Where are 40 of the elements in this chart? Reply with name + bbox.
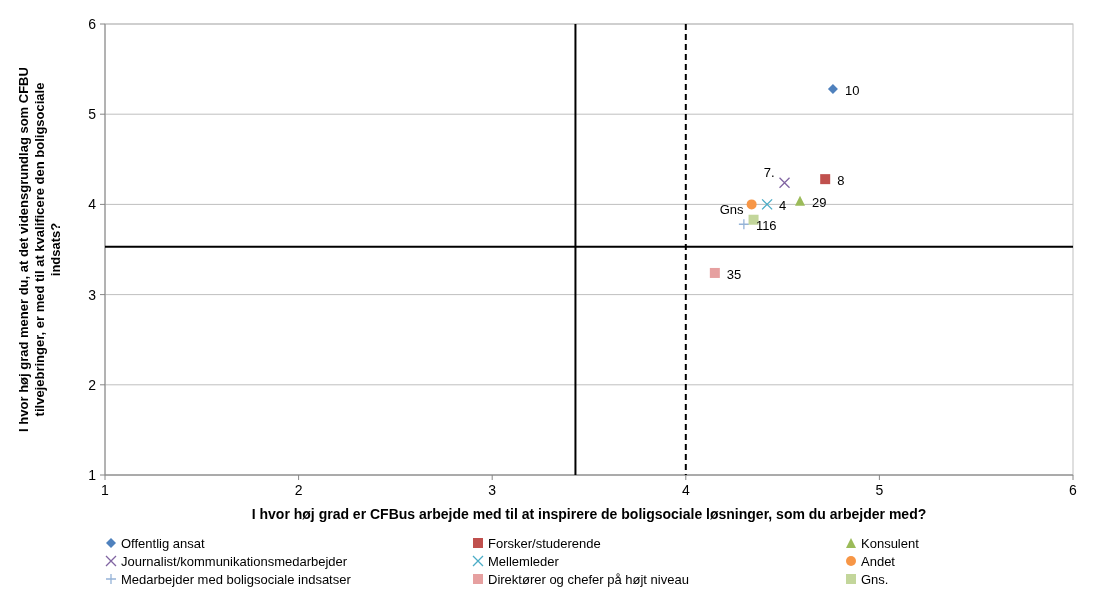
x-axis-title: I hvor høj grad er CFBus arbejde med til at inspirere de boligsociale løsninger, som du arbejder med? [251, 506, 927, 522]
legend-label: Direktører og chefer på højt niveau [488, 571, 689, 587]
annotation: 7. [763, 164, 775, 180]
x-tick-label: 3 [488, 482, 497, 498]
x-tick-label: 6 [1069, 482, 1078, 498]
y-tick-label: 2 [88, 376, 97, 393]
legend-label: Mellemleder [488, 553, 560, 569]
y-tick-label: 1 [88, 466, 97, 483]
y-tick-label: 6 [88, 15, 97, 32]
x-tick-label: 4 [681, 482, 690, 498]
point [761, 198, 773, 211]
annotation: Gns [719, 201, 745, 217]
annotation: 8 [837, 173, 845, 189]
y-tick-label: 3 [88, 286, 97, 303]
point [748, 214, 759, 225]
point [827, 83, 838, 94]
y-tick-label: 5 [88, 106, 97, 123]
point [746, 199, 757, 210]
point [820, 174, 831, 185]
annotation: 29 [812, 194, 827, 210]
point [795, 195, 806, 206]
point [738, 218, 750, 230]
legend-label: Medarbejder med boligsociale indsatser [121, 571, 352, 587]
point [778, 177, 791, 189]
annotation: 4 [779, 198, 787, 214]
legend-label: Journalist/kommunikationsmedarbejder [121, 553, 348, 569]
legend-label: Offentlig ansat [121, 535, 205, 551]
annotation: 35 [726, 266, 742, 282]
legend-label: Andet [861, 553, 896, 569]
annotation: 116 [755, 218, 777, 234]
y-axis-title: I hvor høj grad mener du, at det vidensgrundlag som CFBU tilvejebringer, er med til at kvalificere den boligsociale indsats? [16, 67, 63, 432]
y-tick-label: 4 [88, 196, 97, 213]
point [709, 267, 720, 278]
legend-label: Gns. [861, 571, 889, 587]
annotation: 10 [844, 82, 860, 98]
legend-label: Konsulent [861, 535, 920, 551]
x-tick-label: 2 [294, 482, 303, 498]
legend-label: Forsker/studerende [488, 535, 601, 551]
x-tick-label: 1 [101, 482, 110, 498]
x-tick-label: 5 [875, 482, 884, 498]
